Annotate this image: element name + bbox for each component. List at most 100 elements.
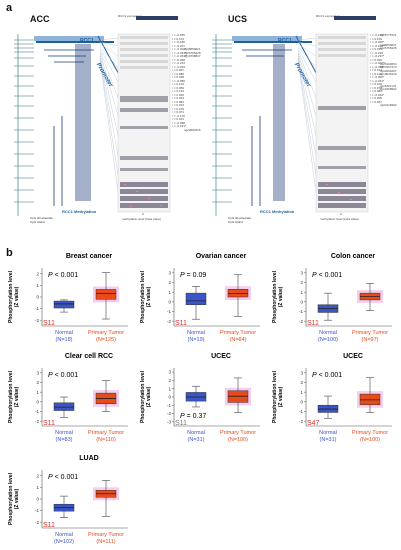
acc-axis-label: methylation level (beta value) bbox=[122, 217, 162, 221]
phosphosite-label: S47 bbox=[307, 420, 320, 427]
x-label-normal: Normal bbox=[319, 330, 337, 336]
r-value: r = 0.024 bbox=[172, 96, 184, 100]
y-tick-label: 1 bbox=[168, 290, 171, 295]
y-axis-label: Phosphorylation level(Z value) bbox=[140, 270, 152, 323]
legend-item: CpG island bbox=[228, 220, 243, 224]
ucs-title: UCS bbox=[228, 14, 248, 24]
y-tick-label: 1 bbox=[300, 290, 303, 295]
y-axis-label-line2: (Z value) bbox=[278, 286, 284, 307]
r-value: r = -0.264* bbox=[370, 78, 385, 83]
r-value: r = -0.361** bbox=[172, 54, 188, 58]
r-value: r = 0.080 bbox=[370, 89, 382, 93]
normal-box bbox=[185, 292, 207, 305]
acc-axis-zero: 0 bbox=[142, 212, 144, 216]
y-axis-label: Phosphorylation level(Z value) bbox=[8, 270, 20, 323]
y-tick-label: -1 bbox=[167, 309, 171, 314]
x-label-tumor: Primary Tumor bbox=[220, 430, 256, 436]
y-tick-label: 1 bbox=[300, 390, 303, 395]
r-value: r = -0.098 bbox=[172, 120, 185, 125]
p-value-label: P < 0.001 bbox=[48, 372, 78, 379]
acc-legend: CpG dinucleotide CpG island bbox=[30, 216, 53, 224]
p-value-symbol: P bbox=[48, 272, 53, 279]
n-label-tumor: (N=111) bbox=[96, 539, 115, 545]
r-value: r = 0.081 bbox=[172, 99, 184, 104]
phosphosite-label: S11 bbox=[43, 320, 55, 327]
y-axis-label-line1: Phosphorylation level bbox=[8, 472, 14, 525]
chart-title: LUAD bbox=[79, 455, 98, 462]
p-value-symbol: P bbox=[312, 272, 317, 279]
r-value: r = 0.014 bbox=[370, 68, 382, 72]
tumor-box bbox=[95, 289, 117, 300]
y-tick-label: 2 bbox=[300, 280, 303, 285]
r-value: r = 0.109 bbox=[370, 36, 382, 41]
r-value: r = 0.021 bbox=[172, 117, 184, 121]
probe-id: cg25775721 bbox=[380, 33, 397, 37]
ucs-genome-graphic bbox=[212, 33, 369, 216]
y-axis-label-line1: Phosphorylation level bbox=[140, 370, 146, 423]
boxplot-chart: Colon cancer Phosphorylation level(Z valu… bbox=[272, 253, 392, 343]
boxplot-chart: UCEC Phosphorylation level(Z value) -3 -2 -1… bbox=[140, 353, 260, 443]
ucs-methylation-panel: UCS RCC1 expression bbox=[212, 6, 397, 228]
y-tick-label: 2 bbox=[36, 473, 39, 478]
p-value-symbol: P bbox=[180, 272, 185, 279]
r-value: r = -0.357** bbox=[172, 50, 188, 55]
p-value-label: P = 0.09 bbox=[180, 272, 206, 279]
r-value: r = 0.067 bbox=[370, 99, 382, 104]
y-tick-label: -2 bbox=[299, 319, 303, 324]
chart-title: UCEC bbox=[211, 353, 231, 360]
y-tick-label: 1 bbox=[36, 390, 39, 395]
n-label-tumor: (N=84) bbox=[230, 337, 247, 343]
n-label-normal: (N=18) bbox=[56, 337, 73, 343]
ucs-probes: cg25775721 cg08659021 cg26765228 cg25163… bbox=[380, 33, 400, 107]
x-label-normal: Normal bbox=[55, 532, 73, 538]
acc-gene-label: RCC1 bbox=[80, 38, 94, 44]
r-value: r = 0.106 bbox=[370, 82, 382, 86]
n-label-tumor: (N=100) bbox=[360, 437, 380, 443]
phosphosite-label: S11 bbox=[43, 522, 55, 529]
r-value: r = 0.143 bbox=[172, 82, 184, 86]
r-value: r = -0.055 bbox=[172, 33, 185, 37]
boxplot-chart: Clear cell RCC Phosphorylation level(Z va… bbox=[8, 353, 128, 443]
r-value: r = 0.134 bbox=[172, 89, 184, 93]
n-label-normal: (N=31) bbox=[320, 437, 337, 443]
r-value: r = -0.034 bbox=[172, 64, 185, 69]
p-value-text: = 0.09 bbox=[185, 272, 207, 279]
y-tick-label: -2 bbox=[35, 318, 39, 323]
y-tick-label: 0 bbox=[36, 399, 39, 404]
ucs-r-values: r = -0.279* r = 0.109 r = -0.308* r = -0… bbox=[370, 33, 390, 104]
y-tick-label: -2 bbox=[35, 520, 39, 525]
boxplot-chart: Breast cancer Phosphorylation level(Z val… bbox=[8, 253, 128, 343]
y-tick-label: 0 bbox=[36, 497, 39, 502]
y-tick-label: 2 bbox=[36, 380, 39, 385]
r-value: r = -0.213 bbox=[172, 61, 185, 65]
n-label-tumor: (N=97) bbox=[362, 337, 379, 343]
r-value: r = 0.038 bbox=[172, 75, 184, 79]
probe-id: cg07607470 bbox=[380, 65, 397, 69]
y-axis-label: Phosphorylation level(Z value) bbox=[140, 370, 152, 423]
r-value: r = -0.410** bbox=[370, 43, 386, 48]
r-value: r = 0.013 bbox=[172, 103, 184, 107]
y-axis-label-line2: (Z value) bbox=[278, 386, 284, 407]
y-tick-label: -1 bbox=[167, 403, 171, 408]
probe-id: cg22683416 bbox=[184, 127, 201, 132]
ucs-expression-label: RCC1 expression bbox=[316, 14, 340, 18]
chart-title: Ovarian cancer bbox=[196, 253, 247, 260]
y-axis-label-line1: Phosphorylation level bbox=[272, 270, 278, 323]
y-tick-label: 2 bbox=[168, 280, 171, 285]
r-value: r = -0.207 bbox=[172, 43, 185, 48]
p-value-label: P = 0.37 bbox=[180, 413, 206, 420]
y-tick-label: -1 bbox=[35, 508, 39, 513]
x-label-normal: Normal bbox=[187, 330, 205, 336]
x-label-tumor: Primary Tumor bbox=[88, 532, 124, 538]
y-axis-label: Phosphorylation level(Z value) bbox=[272, 270, 284, 323]
y-axis-label-line1: Phosphorylation level bbox=[8, 370, 14, 423]
panel-letter-a: a bbox=[6, 2, 13, 14]
acc-methylation-label: RCC1 Methylation bbox=[62, 209, 97, 214]
phosphosite-label: S11 bbox=[175, 320, 187, 327]
probe-id: cg19635133 bbox=[380, 72, 397, 76]
x-label-normal: Normal bbox=[55, 430, 73, 436]
r-value: r = -0.342* bbox=[370, 92, 385, 97]
tumor-box bbox=[227, 390, 249, 403]
p-value-text: < 0.001 bbox=[53, 474, 79, 481]
y-tick-label: -2 bbox=[167, 411, 171, 416]
